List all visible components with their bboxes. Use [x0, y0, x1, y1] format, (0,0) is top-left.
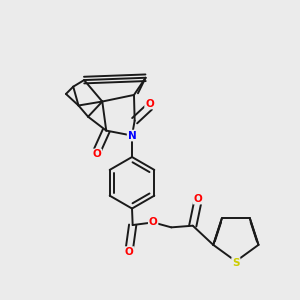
Text: O: O	[145, 98, 154, 109]
Text: O: O	[93, 149, 101, 159]
Text: O: O	[194, 194, 202, 204]
Text: O: O	[149, 218, 158, 227]
Text: N: N	[128, 130, 136, 141]
Text: O: O	[125, 247, 134, 257]
Text: S: S	[232, 258, 240, 268]
